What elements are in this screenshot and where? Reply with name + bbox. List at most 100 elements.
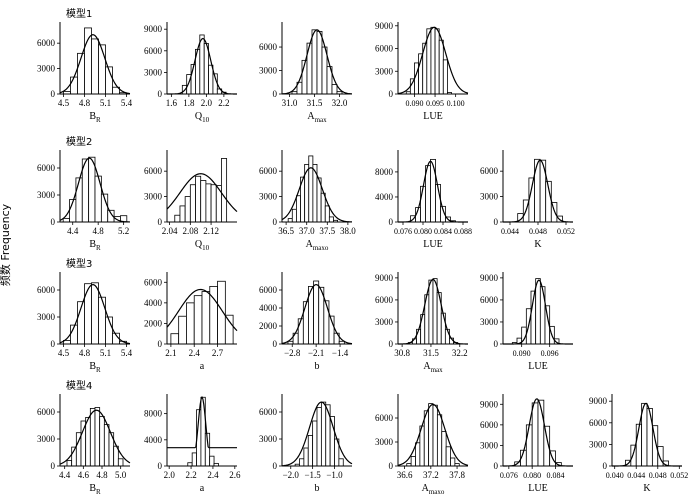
histogram-bar [94, 407, 101, 467]
y-tick-label: 9000 [144, 24, 163, 34]
normal-fit-curve [59, 34, 131, 95]
y-tick-label: 0 [158, 217, 163, 227]
histogram-bar [531, 402, 539, 467]
y-tick-label: 0 [603, 461, 608, 471]
histogram-bar [430, 158, 436, 223]
x-tick-label: 37.5 [319, 226, 335, 236]
histogram-panel: 0 3000 6000 9000 30.8 31.5 32.2 Amax [375, 272, 468, 374]
histogram-bar [312, 420, 318, 467]
histogram-bar [646, 407, 653, 467]
y-tick-label: 0 [158, 339, 163, 349]
histogram-bar [432, 278, 438, 345]
x-tick-label: −2.8 [284, 348, 301, 358]
histogram-bar [308, 155, 314, 223]
histogram-bar [432, 404, 438, 467]
x-tick-label: 31.5 [307, 98, 323, 108]
y-tick-label: 6000 [589, 418, 608, 428]
x-tick-label: 4.4 [67, 226, 79, 236]
histogram-bar [174, 214, 181, 223]
x-axis-label-main: LUE [528, 483, 547, 494]
histogram-bar [117, 458, 124, 467]
x-tick-label: −2.0 [283, 470, 300, 480]
x-axis-label: Amax [423, 361, 443, 374]
y-tick-label: 6000 [480, 420, 499, 430]
x-axis-label-main: A [423, 361, 431, 372]
histogram-panel: 0 3000 6000 0.044 0.048 0.052 K [480, 150, 575, 250]
y-tick-label: 3000 [589, 439, 608, 449]
x-tick-label: 5.4 [121, 98, 133, 108]
x-tick-label: 5.2 [118, 226, 129, 236]
x-tick-label: 4.8 [79, 98, 91, 108]
histogram-bar [184, 196, 191, 223]
x-tick-label: 0.052 [670, 471, 688, 480]
x-tick-label: 2.0 [201, 98, 213, 108]
x-tick-label: 31.5 [423, 348, 439, 358]
x-axis-label: BR [89, 361, 101, 374]
x-axis-label-subscript: 10 [202, 244, 210, 252]
x-tick-label: −1.5 [304, 470, 321, 480]
x-tick-label: 0.040 [606, 471, 624, 480]
histogram-bar [89, 407, 96, 467]
y-tick-label: 0 [273, 339, 278, 349]
x-axis-label-subscript: R [96, 244, 101, 252]
x-axis-label: LUE [423, 111, 442, 122]
histogram-bar [445, 446, 451, 467]
x-tick-label: 32.2 [452, 348, 468, 358]
x-axis-label-main: B [89, 483, 96, 494]
y-tick-label: 3000 [144, 192, 163, 202]
y-tick-label: 0 [389, 89, 394, 99]
histogram-bar [221, 158, 228, 223]
x-axis-label-main: LUE [528, 361, 547, 372]
histogram-bar [75, 177, 83, 223]
normal-fit-curve [166, 288, 238, 332]
y-tick-label: 3000 [259, 434, 278, 444]
x-tick-label: 36.6 [397, 470, 413, 480]
histogram-bar [178, 315, 187, 345]
x-axis-label-main: A [307, 111, 315, 122]
x-axis-label: Amaxo [422, 483, 445, 496]
histogram-panel: 0 3000 6000 −2.0 −1.5 −1.0 b [259, 394, 353, 494]
y-tick-label: 9000 [480, 273, 499, 283]
y-tick-label: 6000 [259, 285, 278, 295]
histogram-bar [303, 447, 309, 467]
histogram-bar [91, 282, 99, 345]
x-tick-label: 0.084 [547, 471, 565, 480]
model-label: 模型4 [66, 379, 92, 392]
x-tick-label: −1.0 [326, 470, 343, 480]
y-tick-label: 9000 [375, 21, 394, 31]
histogram-panel: 0 3000 6000 4.4 4.8 5.2 BR 模型2 [37, 135, 131, 252]
x-tick-label: 0.096 [541, 349, 559, 358]
y-tick-label: 3000 [375, 317, 394, 327]
histogram-bar [302, 301, 309, 345]
histogram-bar [328, 216, 334, 223]
histogram-bar [70, 76, 78, 95]
y-tick-label: 0 [273, 217, 278, 227]
histogram-bar [528, 177, 535, 223]
histogram-bar [630, 444, 637, 467]
x-axis-label: K [643, 483, 651, 494]
histogram-bar [338, 458, 344, 467]
y-tick-label: 0 [158, 89, 163, 99]
histogram-bar [320, 192, 326, 223]
x-axis-label-main: a [200, 361, 205, 372]
histogram-panel: 0 3000 6000 31.0 31.5 32.0 Amax [259, 22, 353, 124]
x-tick-label: 0.090 [405, 99, 423, 108]
y-tick-label: 8000 [375, 167, 394, 177]
y-tick-label: 3000 [375, 437, 394, 447]
y-tick-label: 6000 [480, 166, 499, 176]
histogram-bar [311, 29, 318, 95]
histogram-panel: 0 4000 8000 0.076 0.080 0.084 0.088 LUE [375, 150, 472, 250]
x-tick-label: −1.4 [332, 348, 349, 358]
x-axis-label: a [200, 483, 205, 494]
y-tick-label: 0 [273, 461, 278, 471]
x-tick-label: 0.080 [414, 227, 432, 236]
x-tick-label: 2.2 [185, 470, 196, 480]
y-axis-title-box: 频数 Frequency [0, 175, 18, 315]
x-axis-label-main: a [200, 483, 205, 494]
x-axis-label: b [315, 361, 320, 372]
histogram-bar [186, 302, 195, 345]
normal-fit-curve [281, 401, 353, 467]
histogram-bar [84, 283, 92, 345]
